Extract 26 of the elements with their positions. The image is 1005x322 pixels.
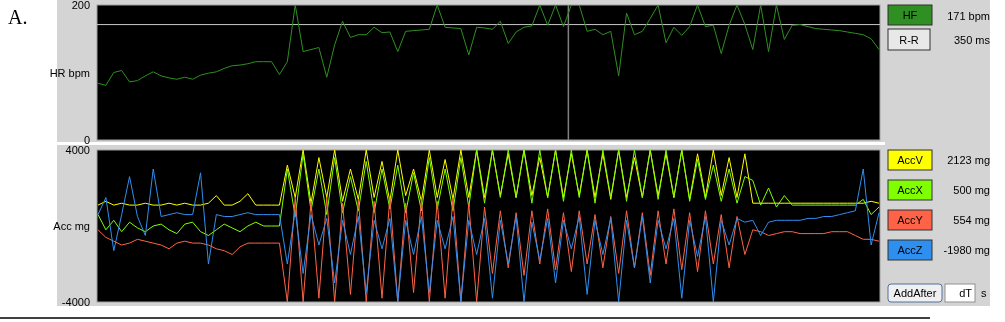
line-series <box>97 197 880 302</box>
line-series <box>97 150 880 236</box>
line-series <box>97 5 880 86</box>
text: AccY <box>897 214 924 226</box>
text: 171 bpm <box>947 9 990 22</box>
y-axis-title: Acc mg <box>53 220 90 232</box>
text: AccZ <box>897 244 923 256</box>
y-tick-label: 4000 <box>65 143 90 156</box>
text: HF <box>902 9 918 21</box>
series-label: AccX <box>897 184 924 196</box>
text: 500 mg <box>953 184 990 196</box>
line-series <box>97 168 880 302</box>
text: AddAfter <box>893 287 937 299</box>
text: 554 mg <box>953 214 990 226</box>
text: 2123 mg <box>947 154 990 166</box>
y-tick-label: -4000 <box>61 295 90 308</box>
text: -1980 mg <box>943 244 990 256</box>
y-tick-label: 0 <box>83 133 90 146</box>
text: dT <box>959 287 973 299</box>
chart-title: A. <box>8 6 28 28</box>
y-axis-title: HR bpm <box>49 66 90 79</box>
text: s <box>981 287 987 299</box>
text: AccV <box>897 154 924 166</box>
text: R-R <box>899 33 919 46</box>
y-tick-label: 200 <box>71 0 90 11</box>
text: 350 ms <box>953 33 991 46</box>
